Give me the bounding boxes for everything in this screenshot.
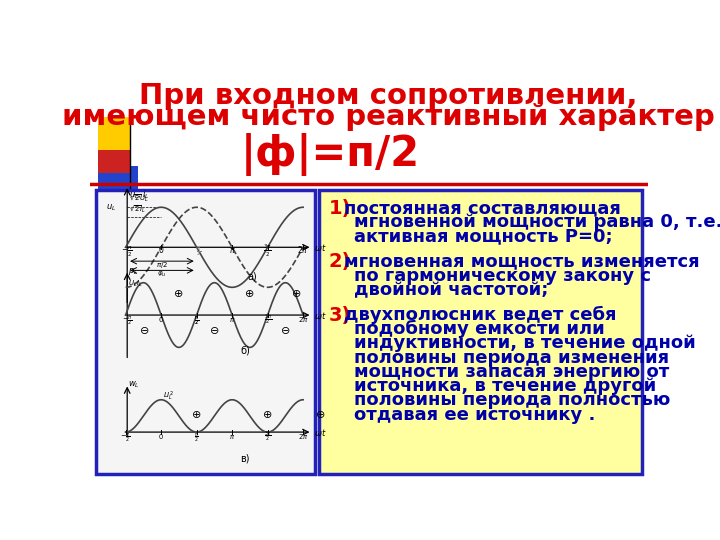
Text: мощности запасая энергию от: мощности запасая энергию от	[354, 363, 669, 381]
Text: $\pi$: $\pi$	[229, 246, 235, 255]
Text: $u_L$: $u_L$	[106, 202, 117, 213]
Text: ⊕: ⊕	[292, 289, 301, 299]
Text: $\frac{3\pi}{2}$: $\frac{3\pi}{2}$	[264, 243, 272, 259]
Text: ⊕: ⊕	[192, 409, 202, 420]
Text: половины периода полностью: половины периода полностью	[354, 392, 670, 409]
Bar	[98, 117, 130, 150]
Text: 1): 1)	[329, 199, 351, 218]
Text: $\pi$: $\pi$	[229, 316, 235, 324]
Text: $LI_L^2$: $LI_L^2$	[163, 389, 174, 403]
Text: б): б)	[240, 346, 250, 355]
Text: При входном сопротивлении,: При входном сопротивлении,	[139, 82, 638, 110]
Text: ⊕: ⊕	[316, 409, 325, 420]
Text: $\omega t$: $\omega t$	[314, 242, 327, 253]
Text: $\frac{\pi}{2}$: $\frac{\pi}{2}$	[196, 246, 201, 259]
Text: источника, в течение другой: источника, в течение другой	[354, 377, 656, 395]
Text: ⊖: ⊖	[210, 327, 219, 336]
Text: мгновенная мощность изменяется: мгновенная мощность изменяется	[344, 252, 700, 271]
Text: $-\frac{\pi}{2}$: $-\frac{\pi}{2}$	[121, 245, 133, 259]
Text: $2\pi$: $2\pi$	[297, 245, 309, 255]
Text: $-\frac{\pi}{2}$: $-\frac{\pi}{2}$	[122, 314, 132, 327]
Text: по гармоническому закону с: по гармоническому закону с	[354, 267, 650, 285]
Text: $2\pi$: $2\pi$	[298, 432, 308, 441]
Text: 3): 3)	[329, 306, 351, 325]
Text: $\frac{\pi}{2}$: $\frac{\pi}{2}$	[194, 314, 199, 327]
Text: 2): 2)	[329, 252, 351, 271]
Text: $\omega t$: $\omega t$	[314, 427, 327, 437]
Text: |ф|=п/2: |ф|=п/2	[240, 132, 420, 176]
Text: подобному емкости или: подобному емкости или	[354, 320, 604, 338]
Text: ⊕: ⊕	[246, 289, 255, 299]
Text: $U_L I_L$: $U_L I_L$	[128, 279, 143, 289]
Text: $u_L, i_L$: $u_L, i_L$	[129, 188, 149, 200]
Text: ⊖: ⊖	[140, 327, 149, 336]
Text: активная мощность Р=0;: активная мощность Р=0;	[354, 227, 612, 245]
Text: ⊕: ⊕	[174, 289, 184, 299]
Text: индуктивности, в течение одной: индуктивности, в течение одной	[354, 334, 696, 352]
Text: $0$: $0$	[158, 315, 164, 324]
Text: $w_L$: $w_L$	[128, 380, 140, 390]
Text: ⊖: ⊖	[281, 327, 290, 336]
Text: отдавая ее источнику .: отдавая ее источнику .	[354, 406, 595, 423]
Text: $\pi$: $\pi$	[229, 433, 235, 441]
Bar	[98, 140, 130, 173]
Text: а): а)	[248, 272, 257, 282]
Text: $0$: $0$	[158, 432, 164, 441]
Bar	[98, 166, 138, 195]
Text: $\pi/2$: $\pi/2$	[156, 260, 168, 269]
Text: $0$: $0$	[158, 245, 164, 255]
Text: $\sqrt{2}I_L$: $\sqrt{2}I_L$	[129, 204, 146, 215]
Text: половины периода изменения: половины периода изменения	[354, 348, 669, 367]
Text: в): в)	[240, 454, 249, 463]
Text: имеющем чисто реактивный характер: имеющем чисто реактивный характер	[62, 103, 715, 131]
Text: $\frac{\pi}{2}$: $\frac{\pi}{2}$	[194, 314, 199, 327]
Text: $\omega t$: $\omega t$	[314, 309, 327, 321]
Text: двойной частотой;: двойной частотой;	[354, 281, 548, 299]
Text: $-\frac{\pi}{2}$: $-\frac{\pi}{2}$	[120, 431, 131, 444]
Text: двухполюсник ведет себя: двухполюсник ведет себя	[344, 306, 617, 324]
Text: постоянная составляющая: постоянная составляющая	[344, 199, 621, 217]
Text: $\sqrt{2}U_L$: $\sqrt{2}U_L$	[129, 193, 149, 205]
Text: $\frac{3\pi}{2}$: $\frac{3\pi}{2}$	[264, 313, 271, 327]
Text: $\frac{3\pi}{2}$: $\frac{3\pi}{2}$	[264, 430, 271, 444]
Text: $\frac{\pi}{2}$: $\frac{\pi}{2}$	[194, 431, 199, 444]
Text: $\varphi_u$: $\varphi_u$	[157, 270, 166, 279]
Text: $p_L$: $p_L$	[128, 266, 138, 277]
FancyBboxPatch shape	[320, 190, 642, 475]
Text: $2\pi$: $2\pi$	[298, 315, 308, 324]
FancyBboxPatch shape	[96, 190, 315, 475]
Text: ⊕: ⊕	[263, 409, 272, 420]
Text: мгновенной мощности равна 0, т.е.: мгновенной мощности равна 0, т.е.	[354, 213, 720, 231]
